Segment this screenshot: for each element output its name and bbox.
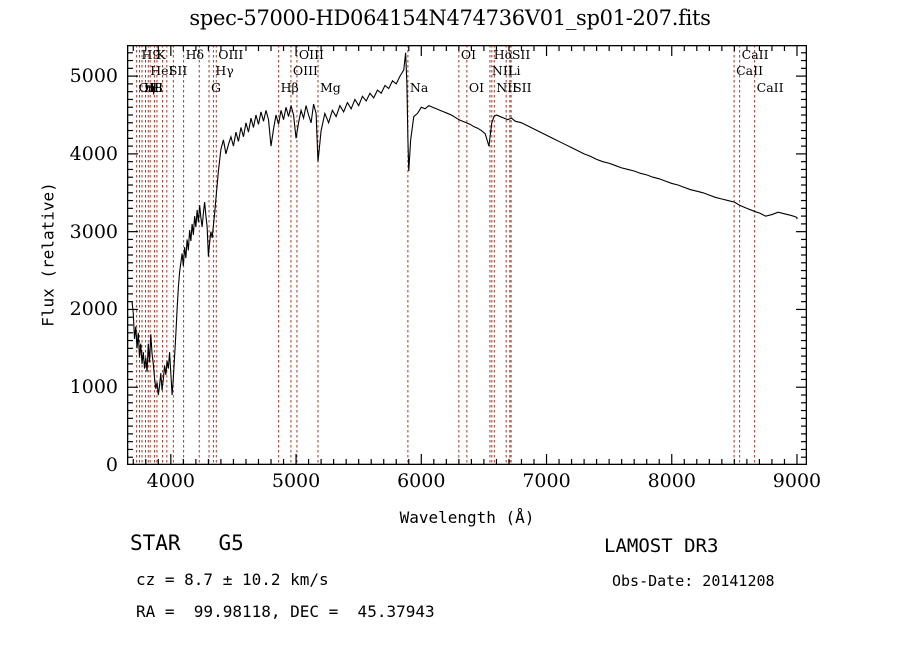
spectral-line-label: Mg [319, 80, 341, 95]
spectral-line-label: Li [508, 63, 521, 78]
spectral-line-label: Hγ [215, 63, 234, 78]
x-tick-label: 6000 [397, 470, 446, 492]
spectral-line-label: NII [496, 80, 518, 95]
spectral-line-label: Hβ [280, 80, 299, 95]
x-tick-label: 8000 [647, 470, 696, 492]
spectral-line-label: OI [468, 80, 485, 95]
coordinates-text: RA = 99.98118, DEC = 45.37943 [136, 602, 435, 621]
spectral-line-label: OIII [292, 63, 318, 78]
spectral-line-label: Na [409, 80, 429, 95]
spectrum-plot-svg [127, 45, 807, 465]
observation-date-text: Obs-Date: 20141208 [612, 572, 775, 590]
spectral-line-label: H8 [144, 80, 163, 95]
spectrum-trace [131, 52, 798, 396]
y-tick-label: 4000 [69, 142, 118, 165]
y-tick-label: 2000 [69, 298, 118, 321]
spectral-line-label: NII [491, 63, 513, 78]
object-class-text: STAR G5 [130, 531, 244, 555]
page-title: spec-57000-HD064154N474736V01_sp01-207.f… [189, 6, 711, 30]
spectral-line-label: CaII [736, 63, 764, 78]
spectral-line-label: OIII [298, 47, 324, 62]
spectral-line-label: CaII [756, 80, 784, 95]
spectral-line-label: η [147, 80, 156, 95]
spectral-line-label: Hδ [185, 47, 205, 62]
spectral-line-label: SII [511, 47, 531, 62]
spectral-line-label: OIII [218, 47, 244, 62]
plot-area: OII H9 H8 η HeI H K SII Hδ G Hγ OIII Hβ OIII OIII Mg Na O… [127, 45, 807, 465]
spectral-line-label: K [156, 47, 166, 62]
spectral-line-label: H9 [141, 47, 161, 62]
x-tick-label: 5000 [271, 470, 321, 492]
spectral-line-label: SII [513, 80, 532, 95]
survey-name-text: LAMOST DR3 [604, 535, 719, 557]
x-tick-label: 4000 [146, 470, 195, 492]
y-tick-label: 0 [105, 454, 118, 476]
y-axis-title: Flux (relative) [38, 182, 58, 327]
spectral-line-label: HeI [150, 63, 174, 78]
line-marker-group [136, 45, 756, 465]
spectral-line-label: CaII [741, 47, 769, 62]
redshift-velocity-text: cz = 8.7 ± 10.2 km/s [136, 570, 329, 589]
spectral-line-label: SII [168, 63, 188, 78]
spectral-line-label: OI [460, 47, 477, 62]
spectral-line-label: G [211, 80, 222, 95]
y-tick-label: 5000 [69, 65, 118, 88]
spectral-line-label: Hα [493, 47, 514, 62]
y-tick-label: 1000 [69, 376, 118, 399]
plot-frame [127, 45, 807, 465]
x-axis-title: Wavelength (Å) [399, 508, 535, 527]
spectral-line-label: OII [138, 80, 159, 95]
x-tick-label: 9000 [772, 470, 822, 492]
spectral-line-label: H [152, 80, 164, 95]
x-tick-label: 7000 [522, 470, 571, 492]
y-tick-label: 3000 [69, 220, 118, 243]
